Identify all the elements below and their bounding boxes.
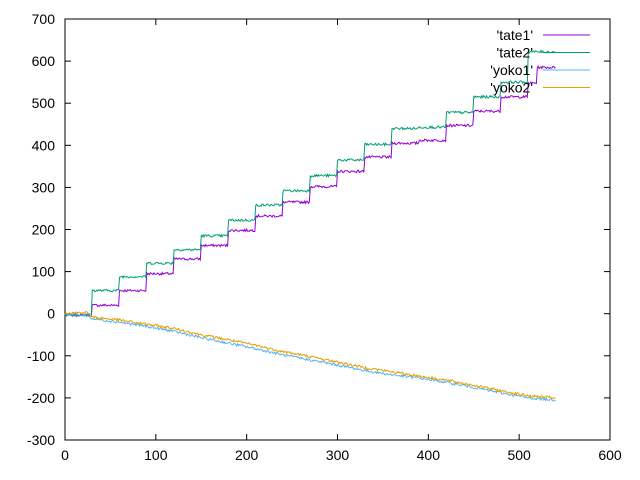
series-line-2 <box>64 49 556 318</box>
y-tick-label: 100 <box>32 264 56 280</box>
series-line-3 <box>64 312 556 402</box>
y-tick-label: 600 <box>32 53 56 69</box>
legend-label-1: 'tate1' <box>497 27 533 43</box>
x-tick-label: 0 <box>61 447 69 463</box>
x-tick-label: 300 <box>326 447 350 463</box>
legend-label-2: 'tate2' <box>497 45 533 61</box>
legend: 'tate1' 'tate2''yoko1' 'yoko2' <box>490 27 590 96</box>
x-tick-label: 500 <box>507 447 531 463</box>
series-line-1 <box>64 65 556 318</box>
x-tick-label: 400 <box>417 447 441 463</box>
y-tick-label: 400 <box>32 137 56 153</box>
y-tick-label: -100 <box>27 348 55 364</box>
y-tick-label: -200 <box>27 390 55 406</box>
y-tick-label: 500 <box>32 95 56 111</box>
y-tick-label: 700 <box>32 11 56 27</box>
y-tick-label: 200 <box>32 222 56 238</box>
series-line-4 <box>64 310 556 400</box>
y-tick-label: -300 <box>27 432 55 448</box>
x-tick-label: 200 <box>235 447 259 463</box>
legend-label-4: 'yoko2' <box>490 80 533 96</box>
series-layer <box>64 49 556 402</box>
x-tick-label: 100 <box>144 447 168 463</box>
axis-ticks: 0 100 200 300 400 500 600 -300 -200 -100 0 100 200 30… <box>27 11 622 463</box>
y-tick-label: 0 <box>47 306 55 322</box>
x-tick-label: 600 <box>598 447 622 463</box>
y-tick-label: 300 <box>32 179 56 195</box>
legend-label-3: 'yoko1' <box>490 62 533 78</box>
